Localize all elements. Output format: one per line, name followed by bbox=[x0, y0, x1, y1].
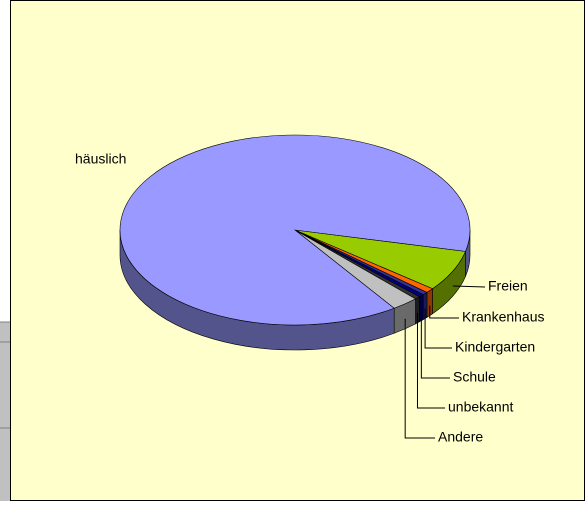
leader-line bbox=[416, 312, 445, 409]
leader-line bbox=[404, 318, 435, 439]
leader-line bbox=[452, 285, 486, 288]
slice-label: Kindergarten bbox=[455, 339, 535, 355]
leader-line bbox=[420, 310, 450, 379]
pie bbox=[119, 134, 471, 351]
slice-label: Krankenhaus bbox=[462, 309, 545, 325]
leader-line bbox=[429, 305, 459, 319]
slice-label: Freien bbox=[488, 278, 528, 294]
sheet-fragment bbox=[0, 322, 12, 501]
slice-label: Andere bbox=[438, 429, 483, 445]
slice-label: häuslich bbox=[75, 151, 126, 167]
slice-label: unbekannt bbox=[448, 399, 514, 415]
pie-slice bbox=[119, 134, 471, 326]
slice-label: Schule bbox=[453, 369, 496, 385]
leader-line bbox=[424, 308, 452, 349]
